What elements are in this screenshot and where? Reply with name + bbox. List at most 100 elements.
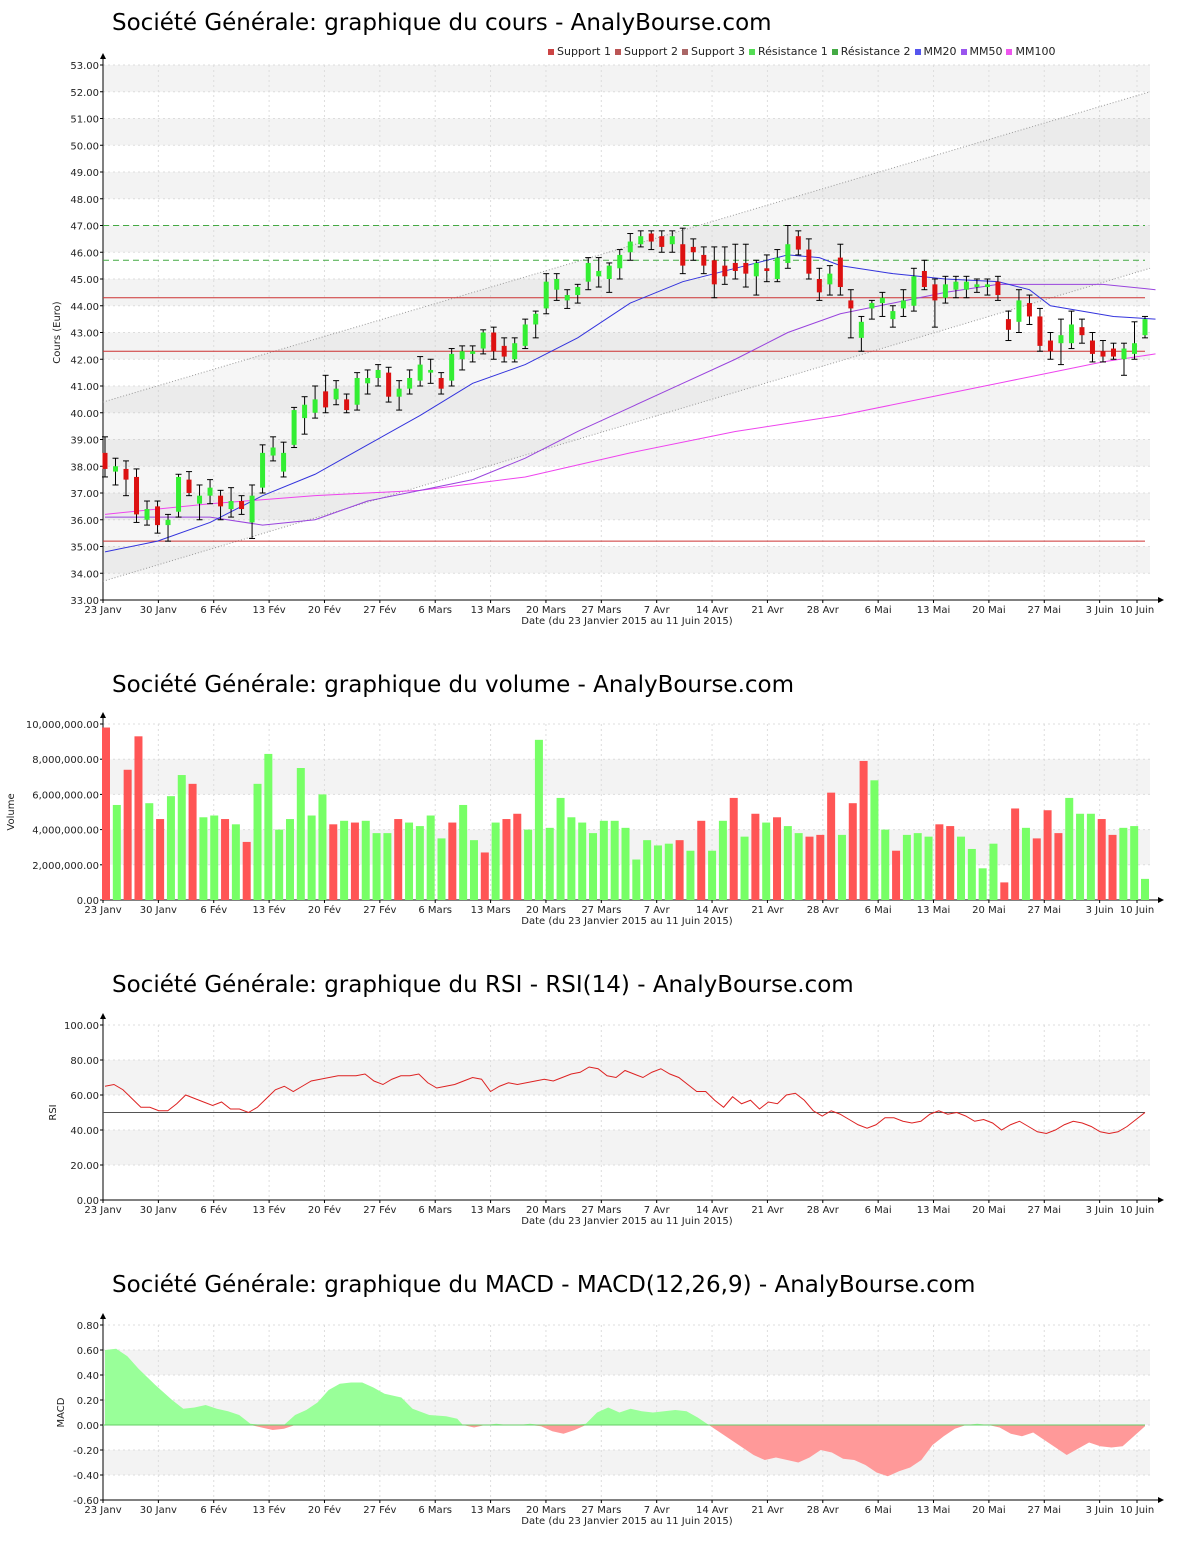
legend-item: MM50 xyxy=(960,45,1002,58)
grid-band xyxy=(103,359,1150,386)
x-tick-label: 10 Juin xyxy=(1120,905,1154,916)
candle-up xyxy=(669,236,675,245)
macd-negative-area xyxy=(105,1425,1145,1477)
volume-bar-down xyxy=(1097,819,1106,900)
volume-chart-title: Société Générale: graphique du volume - … xyxy=(112,672,795,698)
legend-item: MM100 xyxy=(1006,45,1055,58)
y-axis-label: RSI xyxy=(48,1104,59,1120)
y-tick-label: -0.40 xyxy=(73,1471,99,1482)
grid-band xyxy=(103,91,1150,119)
y-tick-label: -0.60 xyxy=(73,1496,99,1507)
candle-up xyxy=(407,377,413,389)
y-tick-label: 53.00 xyxy=(70,61,99,72)
candle-up xyxy=(785,244,791,263)
x-tick-label: 27 Mars xyxy=(581,1505,621,1516)
candle-down xyxy=(921,270,927,288)
rsi-chart: 0.00 20.00 40.00 60.00 80.00 100.00 23 Janv 30 … xyxy=(48,1013,1164,1227)
candle-up xyxy=(144,509,150,520)
volume-bar-down xyxy=(1032,838,1041,900)
candle-down xyxy=(1089,340,1095,354)
volume-bar-down xyxy=(848,803,857,900)
volume-bar-down xyxy=(1108,834,1117,900)
candle-up xyxy=(365,377,371,384)
x-tick-label: 27 Fév xyxy=(363,604,396,616)
legend-label: Support 1 xyxy=(557,45,611,58)
candle-down xyxy=(501,345,507,357)
candle-down xyxy=(1026,303,1032,317)
x-tick-label: 28 Avr xyxy=(807,1505,840,1516)
y-tick-label: 37.00 xyxy=(70,489,99,500)
volume-bar-up xyxy=(567,817,576,900)
candle-down xyxy=(1100,351,1106,357)
grid-band xyxy=(103,439,1150,467)
candle-down xyxy=(491,332,497,352)
candle-down xyxy=(239,501,245,510)
candle-up xyxy=(827,273,833,285)
candle-up xyxy=(596,270,602,277)
candle-up xyxy=(1121,348,1127,360)
x-tick-label: 13 Mai xyxy=(917,1505,950,1516)
x-axis-label: Date (du 23 Janvier 2015 au 11 Juin 2015… xyxy=(521,616,733,627)
legend-item: Résistance 2 xyxy=(831,45,911,58)
x-tick-label: 13 Mai xyxy=(917,905,950,916)
volume-bar-up xyxy=(643,840,652,900)
volume-bar-up xyxy=(686,850,695,900)
legend-swatch xyxy=(614,48,621,55)
x-axis-arrow xyxy=(1158,597,1164,603)
y-tick-label: 100.00 xyxy=(64,1021,99,1032)
y-tick-label: 50.00 xyxy=(70,141,99,152)
y-tick-label: 0.20 xyxy=(77,1396,99,1407)
x-tick-label: 10 Juin xyxy=(1120,1505,1154,1516)
trend-channel xyxy=(103,91,1150,582)
candle-down xyxy=(134,476,140,515)
volume-bar-down xyxy=(697,820,706,900)
candle-up xyxy=(554,279,560,290)
candle-up xyxy=(165,519,171,526)
y-tick-label: 44.00 xyxy=(70,302,99,313)
x-tick-label: 27 Mars xyxy=(581,605,621,616)
y-tick-label: 33.00 xyxy=(70,596,99,607)
legend-swatch xyxy=(914,48,921,55)
x-tick-label: 6 Mai xyxy=(865,1505,892,1516)
y-axis-arrow xyxy=(100,1313,106,1319)
x-tick-label: 6 Fév xyxy=(200,1204,227,1216)
volume-bar-up xyxy=(578,822,587,900)
legend-label: Résistance 2 xyxy=(840,45,911,58)
x-tick-label: 6 Mai xyxy=(865,905,892,916)
price-chart-title: Société Générale: graphique du cours - A… xyxy=(112,10,772,36)
x-axis-label: Date (du 23 Janvier 2015 au 11 Juin 2015… xyxy=(521,1216,733,1227)
x-tick-label: 7 Avr xyxy=(644,905,671,916)
volume-bar-down xyxy=(134,736,143,900)
x-tick-label: 6 Mars xyxy=(418,1505,452,1516)
volume-bar-up xyxy=(231,824,240,900)
x-axis-arrow xyxy=(1158,897,1164,903)
grid-band xyxy=(103,1375,1150,1400)
price-chart: 33.00 34.00 35.00 36.00 37.00 38.00 39.00 40.00… xyxy=(52,53,1164,627)
candle-up xyxy=(270,447,276,456)
grid-band xyxy=(103,386,1150,413)
grid-band xyxy=(103,1350,1150,1375)
candle-down xyxy=(123,468,129,480)
candle-down xyxy=(995,281,1001,296)
legend-swatch xyxy=(548,48,554,55)
legend-label: Support 2 xyxy=(623,45,678,58)
x-tick-label: 10 Juin xyxy=(1120,605,1154,616)
candle-down xyxy=(1110,348,1116,357)
x-tick-label: 13 Mai xyxy=(917,605,950,616)
x-tick-label: 6 Fév xyxy=(200,604,227,616)
grid-band xyxy=(103,1130,1150,1165)
candle-up xyxy=(113,466,119,472)
y-tick-label: 40.00 xyxy=(70,1126,99,1137)
volume-bar-up xyxy=(794,833,803,900)
volume-bar-down xyxy=(123,769,132,900)
volume-bar-down xyxy=(1000,882,1009,900)
legend-item: Support 2 xyxy=(614,45,678,58)
legend-swatch xyxy=(748,48,755,55)
x-tick-label: 30 Janv xyxy=(140,1505,177,1516)
volume-bar-up xyxy=(913,833,922,900)
x-axis-arrow xyxy=(1158,1497,1164,1503)
x-tick-label: 13 Mars xyxy=(471,605,511,616)
candle-down xyxy=(102,452,108,469)
x-tick-label: 20 Mars xyxy=(526,605,566,616)
